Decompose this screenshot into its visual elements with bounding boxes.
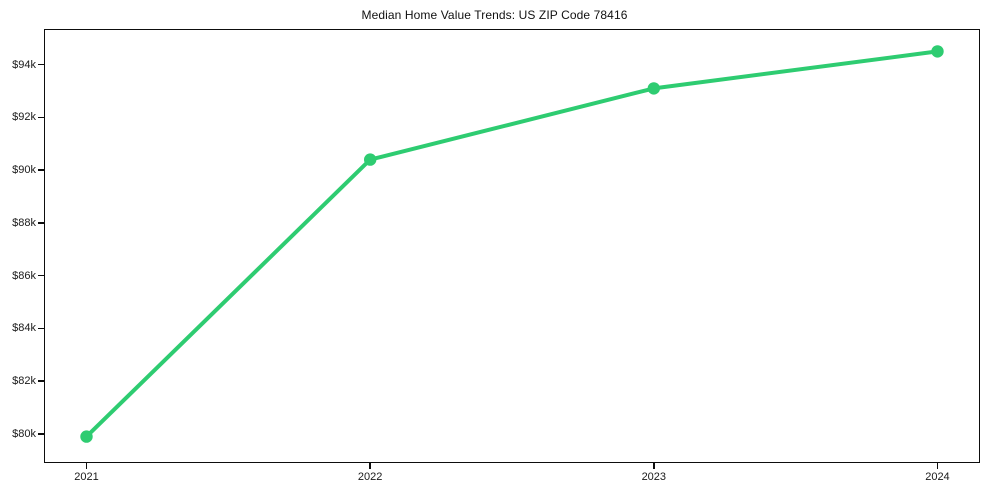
y-tick-label: $86k: [12, 269, 36, 282]
x-tick-label: 2022: [357, 471, 383, 483]
y-tick-mark: [38, 169, 44, 171]
data-point-marker: [80, 430, 93, 443]
y-tick-label: $92k: [12, 111, 36, 124]
chart-title: Median Home Value Trends: US ZIP Code 78…: [361, 8, 628, 22]
y-tick-mark: [38, 116, 44, 119]
x-tick-label: 2024: [925, 471, 950, 483]
y-tick-mark: [38, 63, 44, 66]
x-tick-mark: [936, 463, 939, 469]
x-tick-mark: [369, 463, 371, 469]
x-tick-mark: [85, 463, 88, 469]
y-tick-mark: [38, 380, 44, 382]
y-tick-label: $82k: [12, 375, 36, 388]
y-tick-label: $84k: [12, 322, 36, 335]
plot-area: [44, 29, 980, 463]
line-series-svg: [80, 45, 944, 443]
data-point-marker: [931, 45, 944, 58]
y-tick-mark: [38, 222, 44, 224]
y-tick-mark: [38, 433, 44, 435]
x-tick-label: 2023: [641, 471, 667, 483]
x-tick-mark: [653, 463, 655, 469]
y-tick-mark: [38, 274, 44, 277]
x-tick-label: 2021: [74, 471, 99, 483]
y-tick-label: $90k: [12, 164, 36, 177]
line-series: [84, 49, 940, 439]
y-tick-label: $80k: [12, 427, 36, 440]
data-point-marker: [647, 82, 660, 95]
y-tick-label: $94k: [12, 58, 36, 71]
data-point-marker: [364, 153, 377, 166]
y-tick-mark: [38, 327, 44, 330]
y-tick-label: $88k: [12, 216, 36, 229]
